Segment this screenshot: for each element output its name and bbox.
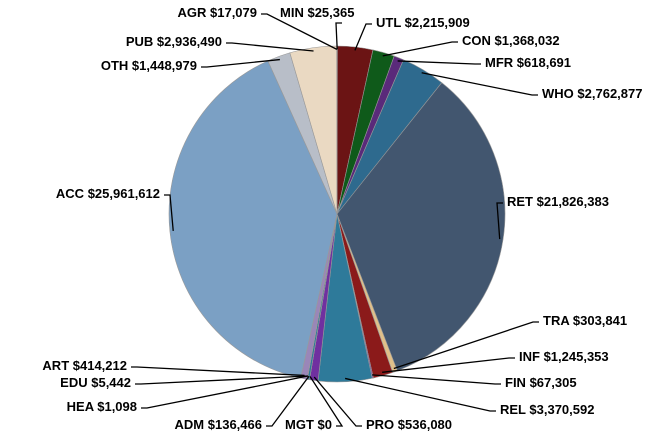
slice-label: ART $414,212 <box>42 358 127 373</box>
value-label: $1,368,032 <box>495 33 560 48</box>
slice-label: FIN $67,305 <box>505 375 577 390</box>
category-label: MGT <box>285 417 314 432</box>
value-label: $0 <box>318 417 332 432</box>
leader-line <box>335 22 342 50</box>
category-label: RET <box>507 194 533 209</box>
category-label: MFR <box>485 55 514 70</box>
value-label: $136,466 <box>208 417 262 432</box>
leader-line <box>266 375 310 427</box>
slice-label: CON $1,368,032 <box>462 33 560 48</box>
category-label: MIN <box>280 5 304 20</box>
category-label: OTH <box>101 58 128 73</box>
slice-label: INF $1,245,353 <box>519 349 609 364</box>
leader-line <box>393 321 539 370</box>
leader-line <box>313 376 362 427</box>
slice-label: MGT $0 <box>285 417 332 432</box>
leader-line <box>201 58 280 68</box>
slice-label: MFR $618,691 <box>485 55 571 70</box>
value-label: $536,080 <box>398 417 452 432</box>
category-label: WHO <box>542 86 574 101</box>
value-label: $1,448,979 <box>132 58 197 73</box>
slice-label: WHO $2,762,877 <box>542 86 642 101</box>
value-label: $2,215,909 <box>405 15 470 30</box>
category-label: CON <box>462 33 491 48</box>
value-label: $17,079 <box>210 5 257 20</box>
value-label: $1,098 <box>97 399 137 414</box>
category-label: ACC <box>56 186 85 201</box>
category-label: UTL <box>376 15 401 30</box>
value-label: $3,370,592 <box>529 402 594 417</box>
slice-label: ADM $136,466 <box>175 417 262 432</box>
category-label: FIN <box>505 375 526 390</box>
slice-label: PRO $536,080 <box>366 417 452 432</box>
value-label: $2,762,877 <box>577 86 642 101</box>
category-label: INF <box>519 349 540 364</box>
value-label: $618,691 <box>517 55 571 70</box>
category-label: AGR <box>177 5 207 20</box>
slice-label: REL $3,370,592 <box>500 402 594 417</box>
value-label: $303,841 <box>573 313 627 328</box>
leader-line <box>141 375 309 409</box>
category-label: ADM <box>175 417 205 432</box>
slice-label: HEA $1,098 <box>67 399 137 414</box>
category-label: ART <box>42 358 69 373</box>
value-label: $25,365 <box>307 5 354 20</box>
slice-label: TRA $303,841 <box>543 313 627 328</box>
leader-line <box>382 41 458 57</box>
slice-label: EDU $5,442 <box>60 375 131 390</box>
value-label: $21,826,383 <box>537 194 609 209</box>
category-label: TRA <box>543 313 570 328</box>
leader-line <box>397 60 481 65</box>
leader-line <box>309 376 344 427</box>
category-label: REL <box>500 402 526 417</box>
value-label: $414,212 <box>73 358 127 373</box>
leader-line <box>344 377 496 412</box>
slice-label: ACC $25,961,612 <box>56 186 160 201</box>
category-label: PUB <box>126 34 153 49</box>
slice-label: RET $21,826,383 <box>507 194 609 209</box>
leader-line <box>496 202 503 240</box>
leader-line <box>372 374 501 385</box>
category-label: PRO <box>366 417 394 432</box>
leader-line <box>421 72 538 96</box>
leader-line <box>354 23 372 51</box>
category-label: EDU <box>60 375 87 390</box>
slice-label: UTL $2,215,909 <box>376 15 470 30</box>
leader-line <box>164 194 174 231</box>
category-label: HEA <box>67 399 95 414</box>
value-label: $67,305 <box>530 375 577 390</box>
pie-slice <box>168 60 338 379</box>
value-label: $1,245,353 <box>544 349 609 364</box>
pie-slice <box>336 82 506 372</box>
leader-line <box>135 375 308 385</box>
value-label: $5,442 <box>91 375 131 390</box>
leader-line <box>382 357 515 373</box>
value-label: $2,936,490 <box>157 34 222 49</box>
leader-line <box>261 13 338 50</box>
slice-label: MIN $25,365 <box>280 5 354 20</box>
leader-line <box>131 366 305 377</box>
slice-label: PUB $2,936,490 <box>126 34 222 49</box>
leader-line <box>226 42 314 52</box>
value-label: $25,961,612 <box>88 186 160 201</box>
slice-label: AGR $17,079 <box>177 5 257 20</box>
slice-label: OTH $1,448,979 <box>101 58 197 73</box>
